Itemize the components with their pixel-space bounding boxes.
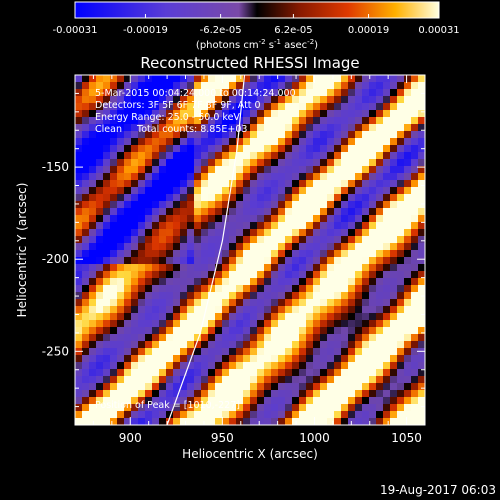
x-tick-label: 900	[119, 431, 142, 445]
x-axis-label: Heliocentric X (arcsec)	[182, 447, 318, 461]
plot-frame	[74, 74, 426, 426]
x-tick-label: 1050	[391, 431, 422, 445]
axes: 900 950 1000 1050 -150 -200 -250	[42, 75, 425, 445]
colorbar-tick-label: 6.2e-05	[274, 25, 312, 36]
annotation-detectors: Detectors: 3F 5F 6F 7F 8F 9F, Att 0	[95, 100, 261, 111]
y-tick-label: -250	[42, 344, 69, 358]
colorbar-tick-label: 0.00031	[418, 25, 459, 36]
colorbar-tick-label: 0.00019	[348, 25, 389, 36]
colorbar-tick-label: -0.00019	[123, 25, 168, 36]
annotation-energy-range: Energy Range: 25.0 - 50.0 keV	[95, 112, 240, 123]
solar-limb-curve	[166, 75, 246, 425]
annotation-clean-counts: Clean Total counts: 8.85E+03	[95, 124, 247, 135]
y-tick-label: -200	[42, 252, 69, 266]
x-tick-label: 950	[211, 431, 234, 445]
colorbar: -0.00031 -0.00019 -6.2e-05 6.2e-05 0.00019 0.…	[53, 1, 460, 51]
y-axis-label: Heliocentric Y (arcsec)	[15, 183, 29, 318]
annotation-time-range: 5-Mar-2015 00:04:24.000 to 00:14:24.000	[95, 88, 296, 99]
colorbar-gradient	[74, 1, 440, 19]
heatmap-image	[75, 75, 425, 425]
annotation-peak-position: Position of Peak = [1010,-227]	[95, 400, 240, 411]
plot-annotations: 5-Mar-2015 00:04:24.000 to 00:14:24.000 …	[95, 88, 296, 411]
y-tick-label: -150	[42, 160, 69, 174]
colorbar-ticks: -0.00031 -0.00019 -6.2e-05 6.2e-05 0.00019 0.…	[53, 14, 460, 36]
timestamp: 19-Aug-2017 06:03	[380, 483, 496, 497]
colorbar-tick-label: -6.2e-05	[200, 25, 242, 36]
colorbar-tick-label: -0.00031	[53, 25, 98, 36]
chart-title: Reconstructed RHESSI Image	[140, 54, 359, 72]
colorbar-unit: (photons cm-2 s-1 asec-2)	[196, 38, 318, 51]
x-tick-label: 1000	[299, 431, 330, 445]
